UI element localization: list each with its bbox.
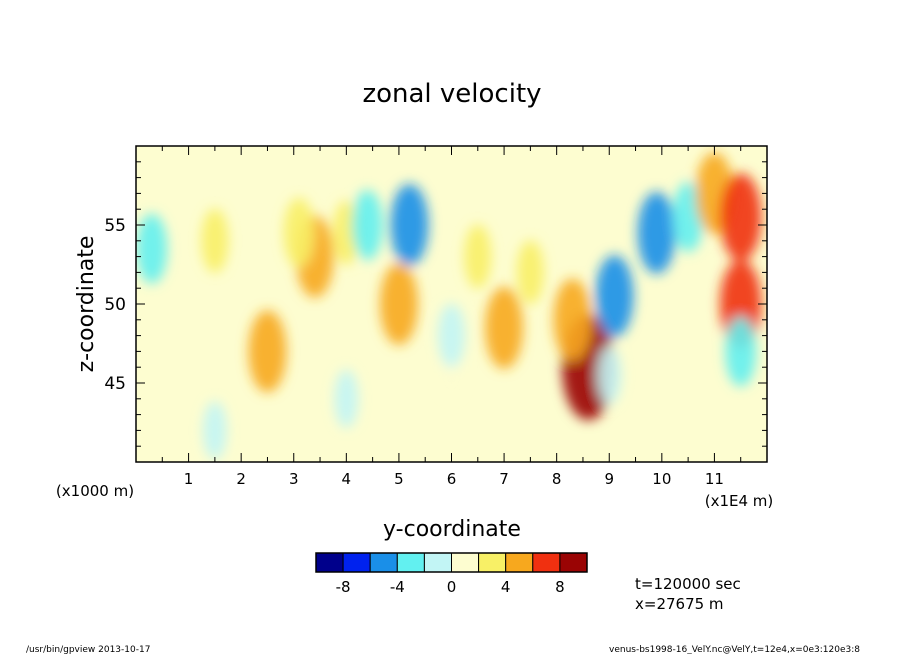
colorbar-swatch [478, 552, 507, 573]
heatmap-feature [203, 401, 227, 460]
colorbar-swatch [396, 552, 425, 573]
footer-left: /usr/bin/gpview 2013-10-17 [26, 645, 150, 654]
y-axis-ticks: 45 50 55 [104, 161, 767, 447]
x-unit-label: (x1E4 m) [705, 492, 774, 510]
colorbar-tick-label: 8 [555, 578, 565, 596]
heatmap-field [136, 146, 767, 462]
heatmap-feature [637, 191, 676, 274]
heatmap-feature [248, 310, 287, 393]
heatmap-feature [485, 286, 524, 369]
y-axis-label: z-coordinate [74, 236, 99, 373]
colorbar-swatch [369, 552, 398, 573]
heatmap-feature [283, 197, 315, 268]
colorbar-swatch [423, 552, 452, 573]
x-tick-label: 2 [236, 470, 246, 488]
x-tick-label: 3 [289, 470, 299, 488]
heatmap-feature [136, 213, 168, 284]
colorbar-swatch [451, 552, 480, 573]
y-tick-label: 55 [104, 216, 126, 236]
heatmap-feature [553, 278, 592, 361]
heatmap-feature [595, 255, 634, 338]
heatmap-features [136, 152, 762, 460]
heatmap-feature [351, 190, 383, 260]
x-tick-label: 6 [447, 470, 457, 488]
y-unit-label: (x1000 m) [56, 482, 134, 500]
heatmap-feature [516, 240, 544, 305]
heatmap-feature [597, 346, 622, 405]
time-annotation: t=120000 sec [635, 575, 741, 593]
colorbar-swatch [505, 552, 534, 573]
y-tick-label: 50 [104, 295, 126, 315]
colorbar-tick-label: 0 [447, 578, 457, 596]
heatmap-feature [201, 208, 229, 273]
colorbar-swatch [559, 552, 588, 573]
heatmap-feature [719, 173, 762, 262]
colorbar-tick-labels: -8 -4 0 4 8 [336, 578, 565, 596]
x-tick-label: 5 [394, 470, 404, 488]
heatmap-feature [390, 184, 429, 266]
colorbar-tick-label: -8 [336, 578, 351, 596]
heatmap-feature [725, 316, 757, 387]
x-tick-label: 7 [499, 470, 509, 488]
x-tick-label: 11 [705, 470, 724, 488]
heatmap-feature [334, 369, 359, 428]
heatmap-feature [379, 263, 418, 345]
footer-right: venus-bs1998-16_VelY.nc@VelY,t=12e4,x=0e… [609, 645, 860, 654]
x-tick-label: 10 [652, 470, 671, 488]
heatmap-feature [464, 224, 492, 289]
y-tick-label: 45 [104, 374, 126, 394]
colorbar-tick-label: -4 [390, 578, 405, 596]
x-tick-label: 1 [184, 470, 194, 488]
colorbar-tick-label: 4 [501, 578, 511, 596]
colorbar-swatch [532, 552, 561, 573]
colorbar [315, 552, 588, 573]
x-axis-ticks: 1 2 3 4 5 6 7 8 9 10 11 [161, 146, 742, 488]
chart-title: zonal velocity [362, 79, 541, 109]
heatmap-feature [437, 303, 466, 368]
x-tick-label: 8 [552, 470, 562, 488]
x-tick-label: 9 [604, 470, 614, 488]
colorbar-swatch [315, 552, 344, 573]
colorbar-frame [315, 552, 588, 573]
x-axis-label: y-coordinate [383, 517, 521, 542]
x-tick-label: 4 [342, 470, 352, 488]
position-annotation: x=27675 m [635, 595, 724, 613]
colorbar-swatch [342, 552, 371, 573]
